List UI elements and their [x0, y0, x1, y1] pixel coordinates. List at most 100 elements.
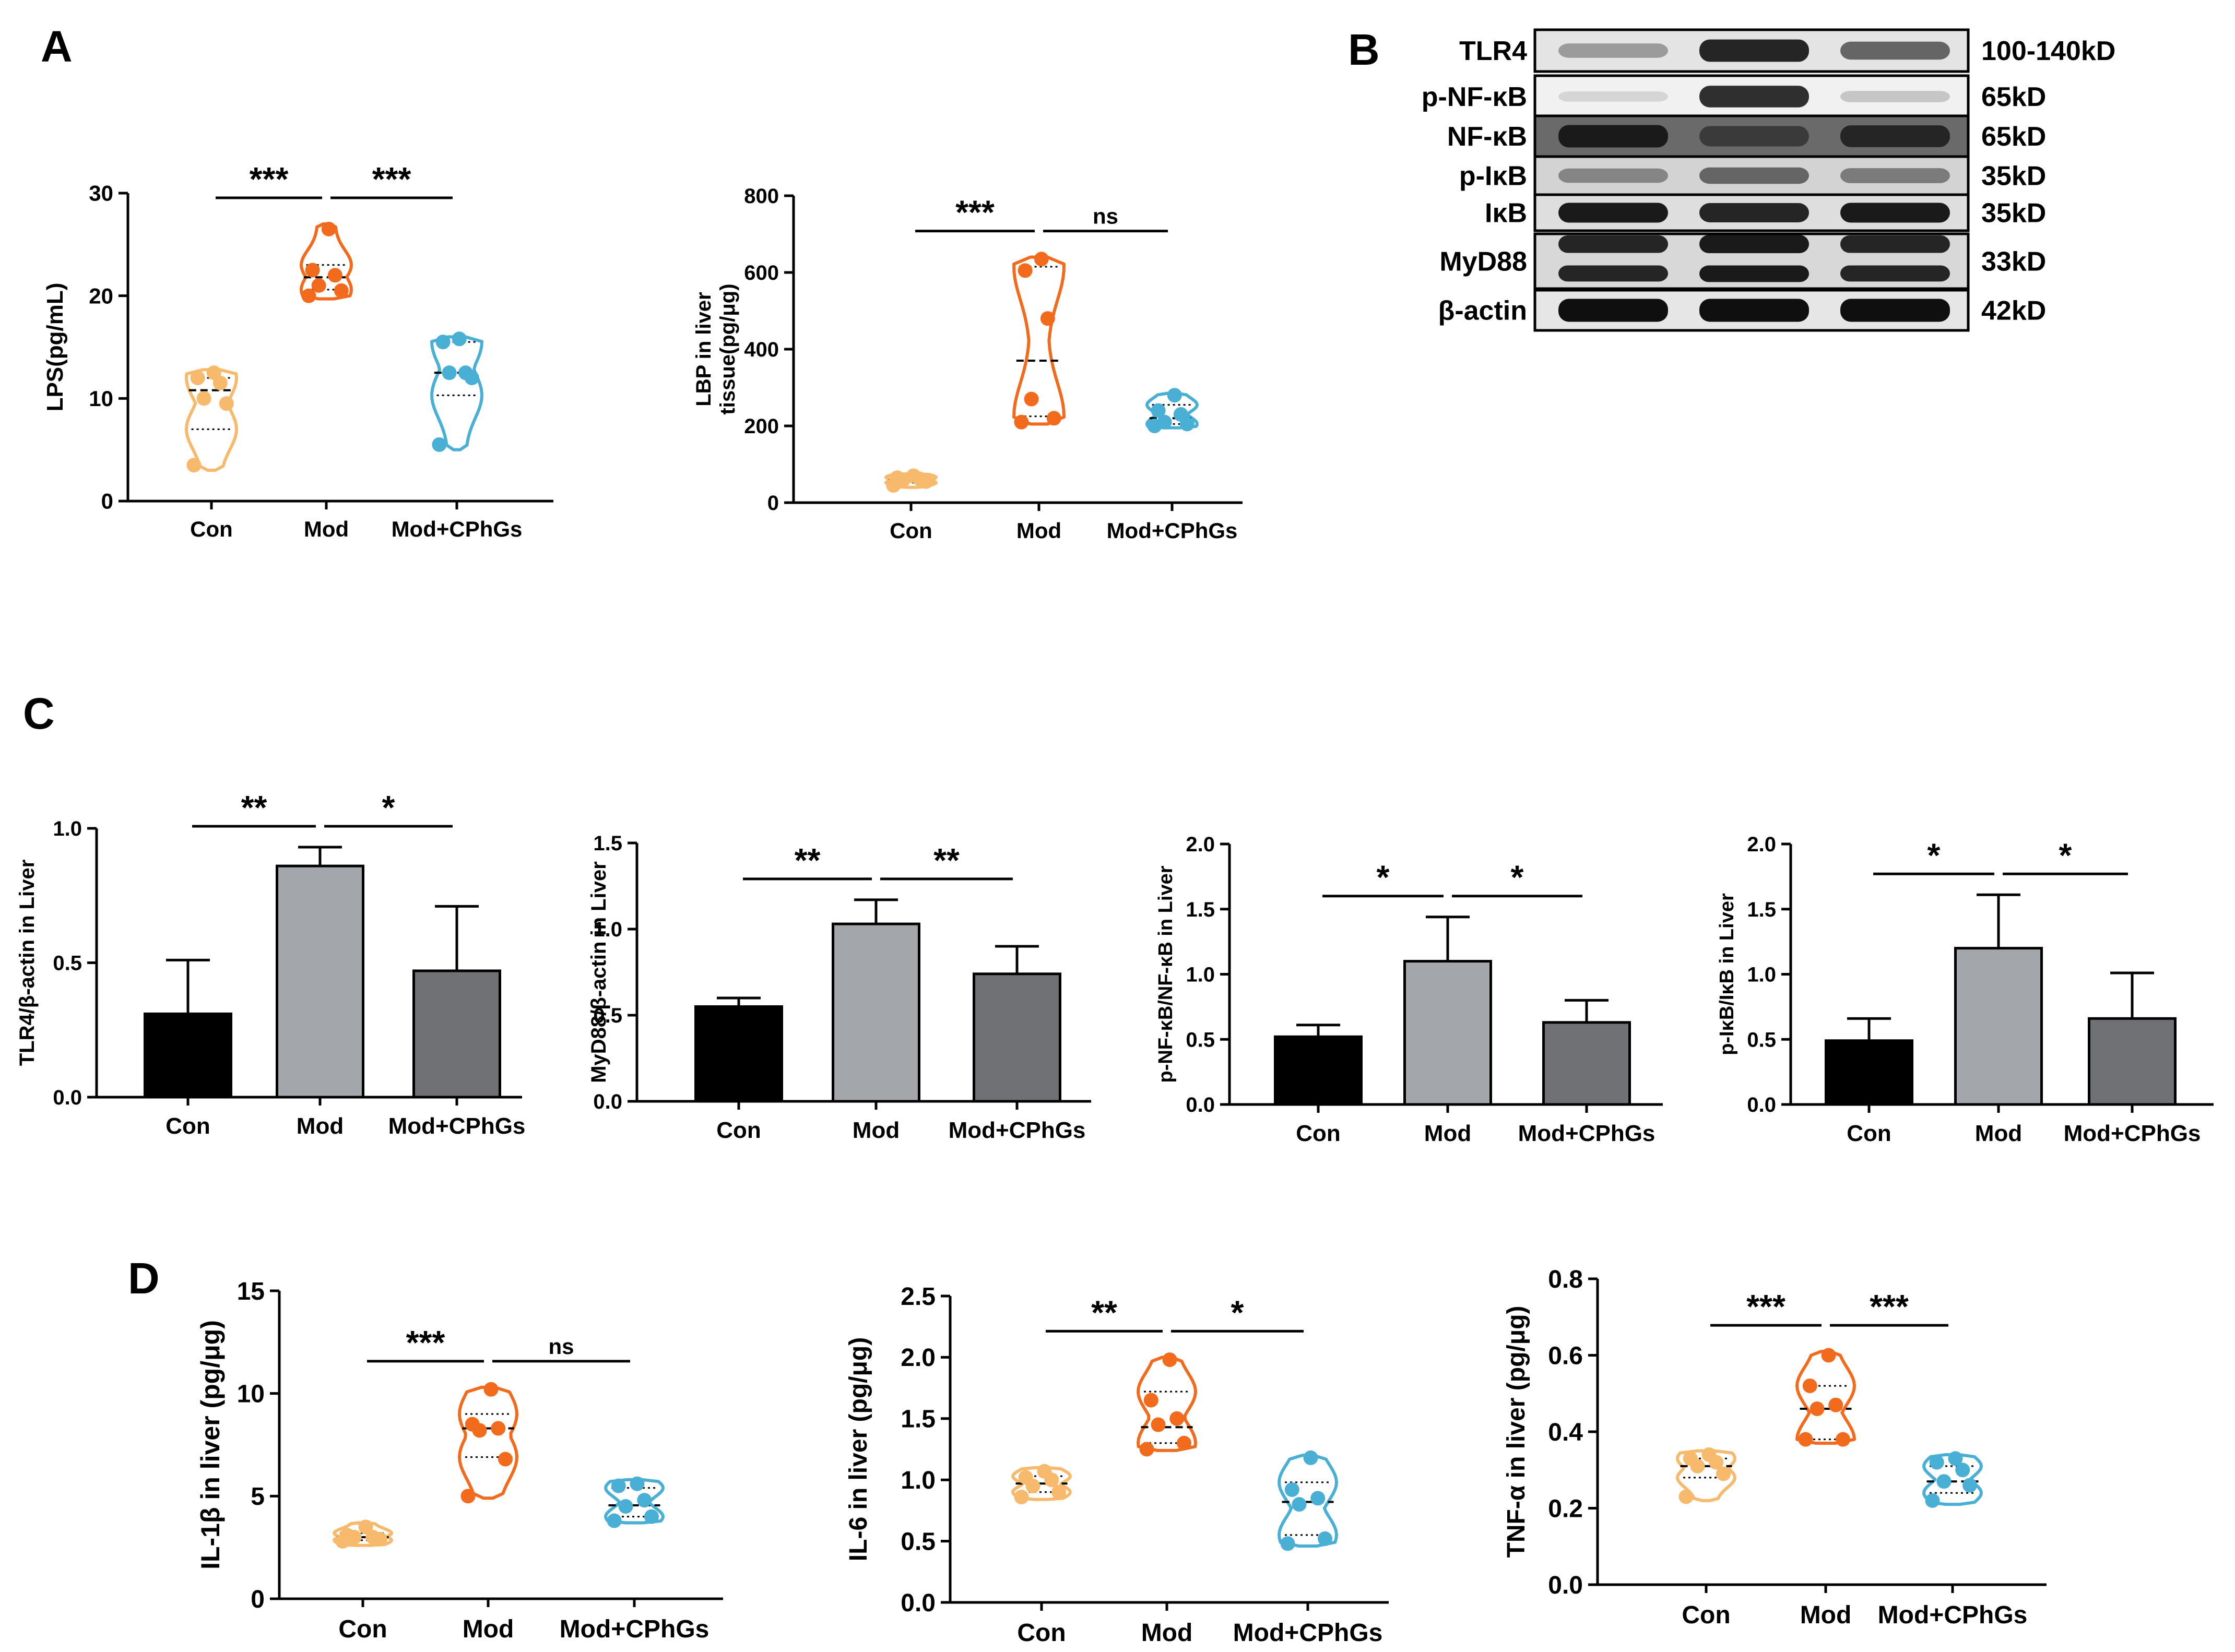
- x-tick-label: Mod: [1424, 1121, 1471, 1146]
- chart-pnfkb: 0.0 0.5 1.0 1.5 2.0 Con Mod Mod+CPhGs p-NF-κB/NF…: [1155, 833, 1663, 1146]
- bar-mod-cphgs: [1542, 1021, 1631, 1106]
- data-point: [1701, 1447, 1717, 1462]
- data-point: [1018, 1470, 1033, 1485]
- y-tick-label: 1.5: [1186, 898, 1215, 921]
- y-tick-label: 400: [744, 338, 779, 361]
- data-point: [1303, 1450, 1318, 1465]
- violin-con: [333, 1519, 393, 1549]
- data-point: [1925, 1493, 1940, 1508]
- bar-mod-cphgs: [973, 972, 1061, 1103]
- protein-label: NF-κB: [1447, 122, 1527, 152]
- y-tick-label: 800: [744, 185, 779, 208]
- data-point: [1051, 1484, 1066, 1500]
- violin-outline: [1137, 1356, 1197, 1452]
- data-point: [1139, 1442, 1154, 1457]
- blot-row-i-b: IκB 35kD: [1485, 193, 2046, 232]
- blot-band: [1699, 265, 1809, 282]
- data-point: [196, 391, 211, 406]
- significance-label: *: [1377, 859, 1390, 896]
- data-point: [334, 283, 349, 298]
- y-axis-label: LBP in liver tissue(pg/μg): [692, 283, 739, 414]
- x-tick-label: Mod: [1975, 1121, 2022, 1146]
- data-point: [1167, 388, 1182, 403]
- data-point: [1810, 1401, 1825, 1417]
- molecular-weight-label: 42kD: [1981, 296, 2046, 326]
- data-point: [305, 263, 320, 278]
- y-tick-label: 1.5: [901, 1406, 936, 1433]
- data-point: [1678, 1489, 1694, 1504]
- violin-outline: [1278, 1454, 1338, 1548]
- y-tick-label: 0.0: [593, 1090, 622, 1113]
- y-axis-label: TNF-α in liver (pg/μg): [1503, 1306, 1530, 1558]
- x-tick-label: Con: [338, 1615, 387, 1643]
- protein-label: p-NF-κB: [1422, 82, 1527, 112]
- blot-band: [1558, 265, 1668, 282]
- y-tick-label: 1.0: [593, 918, 622, 941]
- blot-band: [1558, 203, 1668, 223]
- data-point: [1169, 1411, 1185, 1426]
- y-tick-label: 0.5: [53, 952, 82, 975]
- data-point: [460, 1489, 476, 1504]
- chart-myd88: 0.0 0.5 1.0 1.5 Con Mod Mod+CPhGs MyD88/β-actin…: [587, 832, 1091, 1143]
- significance-label: *: [1927, 836, 1941, 874]
- y-tick-label: 0.0: [1747, 1094, 1776, 1116]
- bar-mod: [1954, 947, 2043, 1106]
- y-tick-label: 1.5: [1747, 898, 1776, 921]
- y-tick-label: 0: [767, 492, 779, 515]
- data-point: [458, 365, 473, 381]
- y-tick-label: 2.0: [901, 1344, 936, 1372]
- data-point: [498, 1452, 513, 1467]
- chart-pikb: 0.0 0.5 1.0 1.5 2.0 Con Mod Mod+CPhGs p-IκB/IκB …: [1716, 833, 2214, 1146]
- y-tick-label: 0: [251, 1586, 265, 1613]
- data-point: [190, 371, 205, 385]
- x-tick-label: Con: [190, 517, 233, 541]
- molecular-weight-label: 65kD: [1981, 122, 2046, 152]
- data-point: [1018, 263, 1033, 278]
- data-point: [465, 1417, 480, 1432]
- x-tick-label: Con: [1296, 1121, 1341, 1146]
- protein-label: TLR4: [1459, 36, 1527, 66]
- blot-band: [1699, 299, 1809, 322]
- molecular-weight-label: 35kD: [1981, 161, 2046, 192]
- violin-con: [185, 365, 238, 473]
- protein-label: p-IκB: [1459, 161, 1527, 192]
- protein-label: IκB: [1485, 198, 1527, 229]
- violin-outline: [300, 222, 353, 301]
- molecular-weight-label: 35kD: [1981, 198, 2046, 229]
- y-tick-label: 0.0: [1548, 1572, 1583, 1599]
- y-tick-label: 200: [744, 415, 779, 438]
- blot-band: [1840, 125, 1950, 147]
- data-point: [1151, 403, 1166, 418]
- bar-mod: [832, 922, 920, 1103]
- data-point: [1821, 1348, 1836, 1363]
- significance-label: *: [1511, 859, 1524, 896]
- significance-label: **: [1091, 1293, 1117, 1331]
- significance-label: ***: [406, 1324, 445, 1361]
- data-point: [219, 396, 234, 411]
- violin-outline: [1011, 1466, 1072, 1501]
- blot-row-tlr4: TLR4 100-140kD: [1459, 28, 2115, 73]
- data-point: [1836, 1432, 1850, 1447]
- y-axis-label: p-NF-κB/NF-κB in Liver: [1155, 865, 1177, 1083]
- data-point: [1798, 1432, 1813, 1447]
- data-point: [1143, 1393, 1158, 1408]
- bar-mod: [276, 864, 364, 1099]
- blot-band: [1699, 167, 1809, 184]
- y-axis-label-line: LBP in liver: [692, 292, 715, 406]
- blot-band: [1558, 125, 1668, 148]
- data-point: [644, 1509, 659, 1524]
- blot-row--actin: β-actin 42kD: [1438, 289, 2046, 332]
- blot-band: [1558, 299, 1668, 322]
- x-tick-label: Con: [716, 1118, 761, 1143]
- x-tick-label: Mod+CPhGs: [560, 1615, 709, 1643]
- bar-mod-cphgs: [412, 969, 501, 1099]
- violin-mod: [1137, 1352, 1197, 1457]
- data-point: [1318, 1531, 1332, 1546]
- data-point: [1828, 1397, 1843, 1412]
- y-tick-label: 0: [101, 489, 113, 514]
- y-axis-label: IL-6 in liver (pg/μg): [845, 1337, 872, 1561]
- violin-con: [1676, 1447, 1736, 1504]
- data-point: [1948, 1451, 1963, 1466]
